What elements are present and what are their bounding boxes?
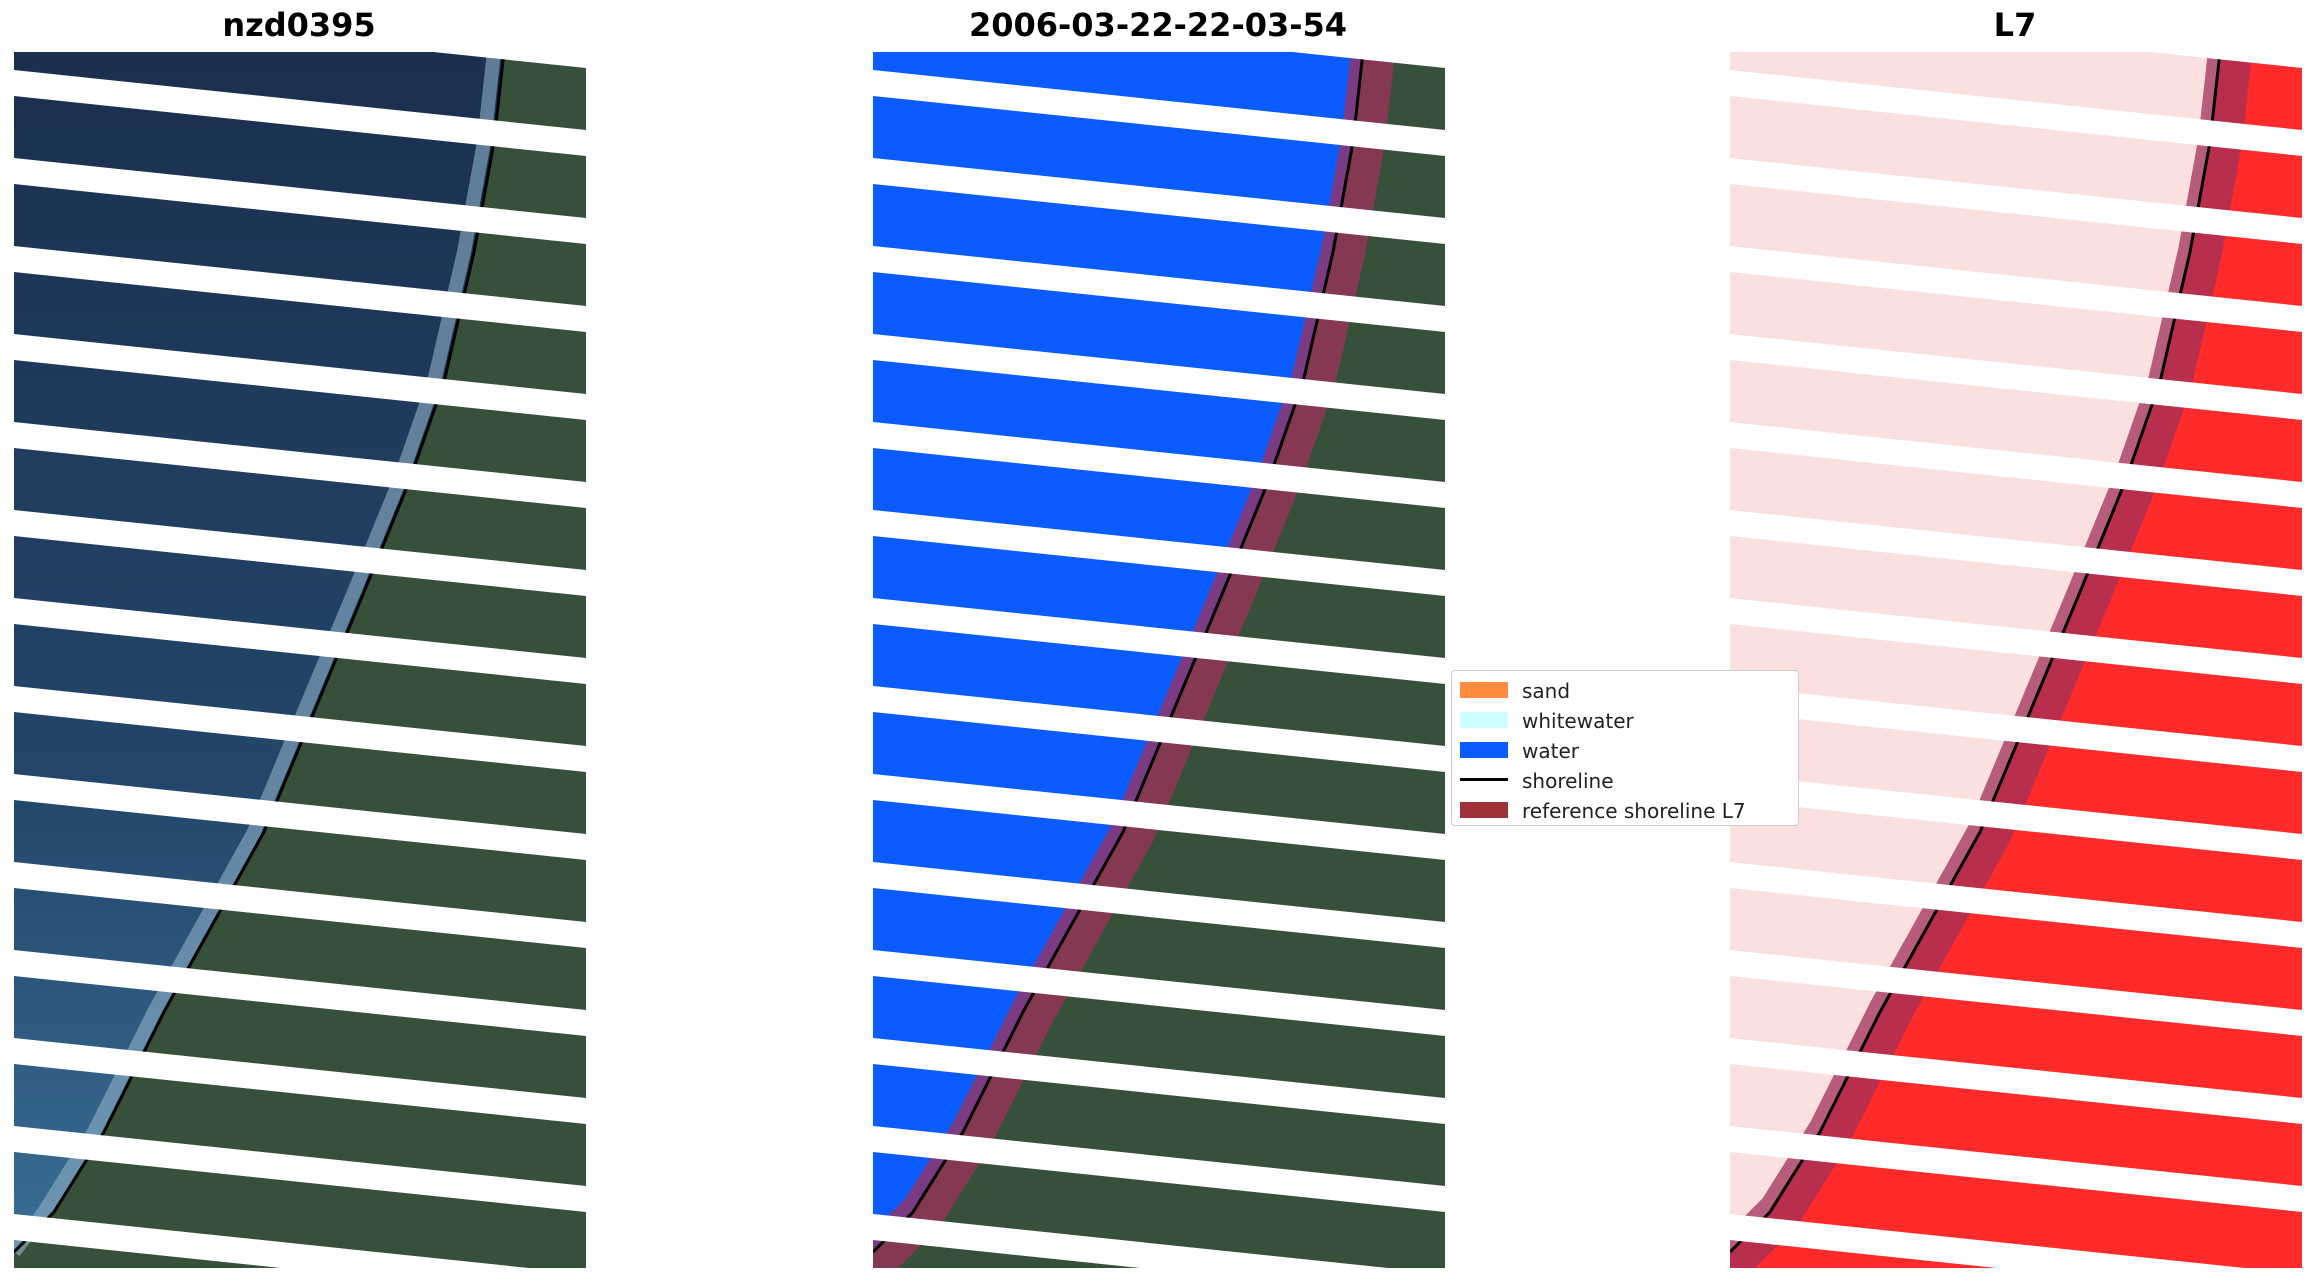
classification-image <box>873 52 1445 1268</box>
legend-label: reference shoreline L7 <box>1522 799 1746 823</box>
reference-shoreline-buffer <box>1730 52 2252 1268</box>
panel-title-classification: 2006-03-22-22-03-54 <box>968 6 1348 44</box>
panel-title-rgb: nzd0395 <box>222 6 376 44</box>
swir-image <box>1730 52 2302 1268</box>
reference-shoreline-buffer <box>873 52 1395 1268</box>
legend-label: water <box>1522 739 1579 763</box>
color-patch-icon <box>1460 802 1508 818</box>
swir-panel <box>1730 52 2302 1268</box>
shoreline-line <box>14 52 506 1254</box>
rgb-image-panel <box>14 52 586 1268</box>
legend-label: shoreline <box>1522 769 1614 793</box>
shoreline-line <box>1730 52 2222 1254</box>
color-patch-icon <box>1460 682 1508 698</box>
color-patch-icon <box>1460 712 1508 728</box>
line-glyph-icon <box>1460 778 1508 781</box>
classification-panel <box>873 52 1445 1268</box>
color-patch-icon <box>1460 742 1508 758</box>
panel-title-swir: L7 <box>1993 6 2037 44</box>
shoreline-line <box>873 52 1365 1254</box>
legend: sand whitewater water shoreline referenc… <box>1451 670 1799 826</box>
rgb-image <box>14 52 586 1268</box>
legend-label: sand <box>1522 679 1571 703</box>
legend-label: whitewater <box>1522 709 1634 733</box>
